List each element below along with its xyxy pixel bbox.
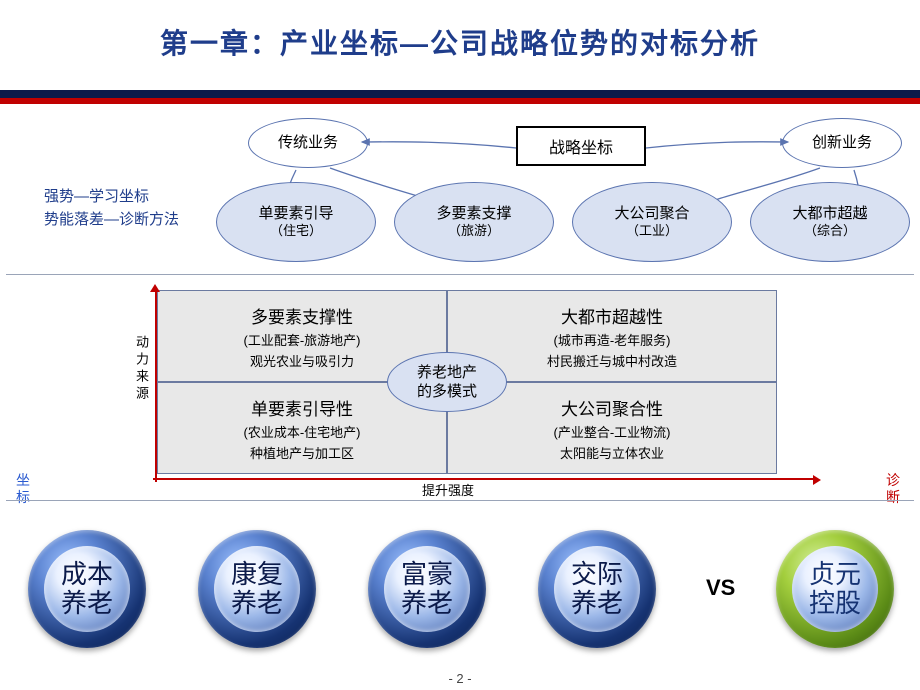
ellipse-row-1: 多要素支撑 （旅游） [394,182,554,262]
l1: 多要素支撑 [436,205,511,224]
l2: （旅游） [448,223,500,239]
header-bars [0,90,920,104]
s1: (城市再造-老年服务) [554,330,671,349]
l2: （住宅） [270,223,322,239]
side-line1: 强势—学习坐标 [44,186,179,209]
btn-label: 成本养老 [55,560,119,617]
quad-center-ellipse: 养老地产 的多模式 [387,352,507,412]
axis-x [153,478,817,480]
ellipse-row-0: 单要素引导 （住宅） [216,182,376,262]
button-1[interactable]: 康复养老 [198,530,316,648]
quad-xlabel: 提升强度 [422,480,474,499]
button-0[interactable]: 成本养老 [28,530,146,648]
label: 战略坐标 [549,134,613,158]
l1: 单要素引导 [258,205,333,224]
button-3[interactable]: 交际养老 [538,530,656,648]
ellipse-row-3: 大都市超越 （综合） [750,182,910,262]
quadrant: 多要素支撑性 (工业配套-旅游地产) 观光农业与吸引力 大都市超越性 (城市再造… [155,290,815,480]
arrow-up-icon [150,284,160,292]
page-title: 第一章：产业坐标—公司战略位势的对标分析 [0,0,920,62]
s1: (产业整合-工业物流) [554,422,671,441]
label: 传统业务 [278,134,338,153]
btn-label: 贞元控股 [803,560,867,617]
side-text: 强势—学习坐标 势能落差—诊断方法 [44,186,179,231]
ellipse-innovation: 创新业务 [782,118,902,168]
s2: 种植地产与加工区 [250,443,354,462]
l2: （综合） [804,223,856,239]
axis-y [155,288,157,482]
quad-ylabel: 动力来源 [132,335,151,403]
h: 多要素支撑性 [251,303,353,328]
h: 单要素引导性 [251,395,353,420]
btn-label: 富豪养老 [395,560,459,617]
s2: 村民搬迁与城中村改造 [547,351,677,370]
arrow-right-icon [813,475,821,485]
h: 大公司聚合性 [561,395,663,420]
s2: 太阳能与立体农业 [560,443,664,462]
divider-2 [6,500,914,501]
button-2[interactable]: 富豪养老 [368,530,486,648]
rect-strategy: 战略坐标 [516,126,646,166]
divider-1 [6,274,914,275]
s1: (农业成本-住宅地产) [244,422,361,441]
l1: 大都市超越 [792,205,867,224]
label: 创新业务 [812,134,872,153]
h: 大都市超越性 [561,303,663,328]
c1: 养老地产 [417,363,477,383]
button-4[interactable]: 贞元控股 [776,530,894,648]
bar-dark [0,90,920,98]
bar-red [0,98,920,104]
page-number: - 2 - [0,671,920,686]
side-line2: 势能落差—诊断方法 [44,209,179,232]
s2: 观光农业与吸引力 [250,351,354,370]
ellipse-traditional: 传统业务 [248,118,368,168]
c2: 的多模式 [417,382,477,402]
btn-label: 交际养老 [565,560,629,617]
l1: 大公司聚合 [614,205,689,224]
btn-label: 康复养老 [225,560,289,617]
ellipse-row-2: 大公司聚合 （工业） [572,182,732,262]
s1: (工业配套-旅游地产) [244,330,361,349]
l2: （工业） [626,223,678,239]
vs-label: VS [706,575,735,601]
